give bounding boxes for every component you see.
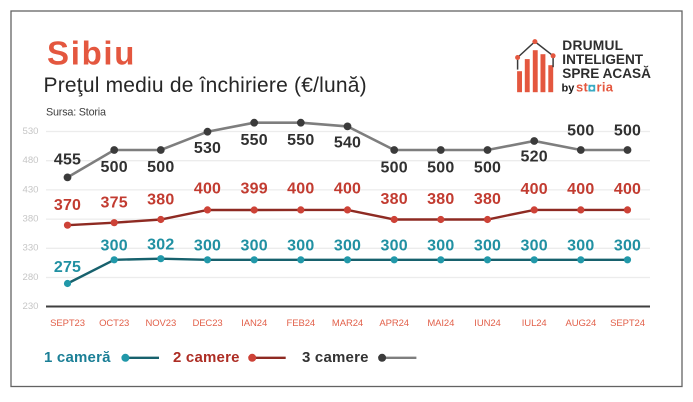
svg-text:300: 300 (521, 237, 548, 254)
svg-text:380: 380 (427, 191, 454, 208)
svg-text:375: 375 (101, 195, 128, 212)
svg-text:st: st (576, 80, 589, 95)
svg-text:IUL24: IUL24 (522, 318, 547, 329)
svg-text:455: 455 (54, 152, 81, 169)
svg-text:300: 300 (101, 237, 128, 254)
svg-text:300: 300 (334, 237, 361, 254)
svg-text:400: 400 (614, 181, 641, 198)
svg-text:MAI24: MAI24 (427, 318, 454, 329)
svg-text:DEC23: DEC23 (192, 318, 222, 329)
svg-text:400: 400 (287, 181, 314, 198)
svg-text:2 camere: 2 camere (173, 349, 240, 366)
svg-text:330: 330 (22, 243, 38, 254)
svg-text:520: 520 (521, 149, 548, 166)
svg-text:399: 399 (241, 181, 268, 198)
svg-text:ria: ria (597, 80, 614, 95)
svg-text:300: 300 (287, 237, 314, 254)
svg-text:500: 500 (427, 160, 454, 177)
svg-text:Preţul mediu de închiriere (€/: Preţul mediu de închiriere (€/lună) (44, 74, 367, 97)
svg-text:430: 430 (22, 184, 38, 195)
svg-text:300: 300 (381, 237, 408, 254)
svg-text:380: 380 (147, 192, 174, 209)
svg-text:500: 500 (614, 123, 641, 140)
svg-text:500: 500 (147, 159, 174, 176)
svg-text:by: by (562, 83, 576, 95)
svg-text:DRUMUL: DRUMUL (562, 38, 623, 53)
svg-text:SPRE ACASĂ: SPRE ACASĂ (562, 66, 651, 81)
svg-text:NOV23: NOV23 (145, 318, 176, 329)
svg-text:300: 300 (427, 237, 454, 254)
svg-text:275: 275 (54, 259, 81, 276)
svg-text:540: 540 (334, 135, 361, 152)
svg-text:AUG24: AUG24 (565, 318, 596, 329)
svg-text:380: 380 (474, 191, 501, 208)
svg-text:400: 400 (194, 181, 221, 198)
svg-text:Sibiu: Sibiu (47, 35, 136, 72)
svg-text:530: 530 (194, 140, 221, 157)
svg-text:550: 550 (287, 132, 314, 149)
svg-text:SEPT24: SEPT24 (610, 318, 645, 329)
svg-text:IUN24: IUN24 (474, 318, 500, 329)
svg-text:300: 300 (614, 237, 641, 254)
svg-text:550: 550 (241, 132, 268, 149)
svg-text:OCT23: OCT23 (99, 318, 129, 329)
svg-text:1 cameră: 1 cameră (44, 349, 111, 366)
svg-text:400: 400 (567, 181, 594, 198)
svg-text:480: 480 (22, 155, 38, 166)
svg-text:280: 280 (22, 272, 38, 283)
svg-text:300: 300 (567, 237, 594, 254)
svg-text:500: 500 (474, 160, 501, 177)
svg-text:3 camere: 3 camere (302, 349, 369, 366)
svg-text:IAN24: IAN24 (241, 318, 267, 329)
svg-text:370: 370 (54, 197, 81, 214)
svg-text:300: 300 (241, 237, 268, 254)
svg-text:530: 530 (22, 126, 38, 137)
svg-text:INTELIGENT: INTELIGENT (562, 52, 644, 67)
svg-text:500: 500 (381, 160, 408, 177)
svg-text:400: 400 (334, 181, 361, 198)
svg-text:MAR24: MAR24 (332, 318, 363, 329)
svg-text:400: 400 (521, 181, 548, 198)
svg-text:APR24: APR24 (379, 318, 409, 329)
svg-text:500: 500 (101, 159, 128, 176)
svg-text:300: 300 (194, 237, 221, 254)
svg-text:380: 380 (381, 191, 408, 208)
svg-text:302: 302 (147, 236, 174, 253)
svg-text:FEB24: FEB24 (287, 318, 316, 329)
svg-text:230: 230 (22, 301, 38, 312)
svg-text:300: 300 (474, 237, 501, 254)
svg-text:SEPT23: SEPT23 (50, 318, 85, 329)
svg-text:380: 380 (22, 214, 38, 225)
svg-text:Sursa: Storia: Sursa: Storia (46, 106, 106, 118)
svg-text:500: 500 (567, 123, 594, 140)
